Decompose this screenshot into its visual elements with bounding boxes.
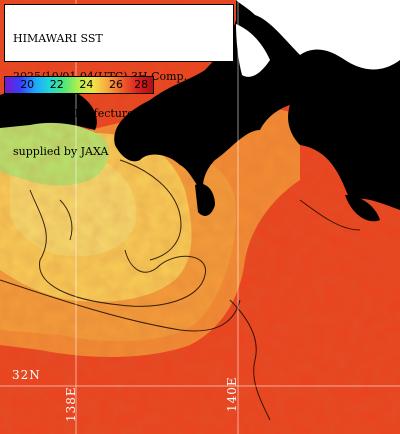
land-kii <box>0 85 97 130</box>
isotherm-contours <box>0 159 361 421</box>
land-white-region <box>236 0 400 70</box>
title-line-4: supplied by JAXA <box>13 144 109 158</box>
lat-label-32n: 32N <box>12 368 41 382</box>
lon-label-138e: 138E <box>64 386 78 422</box>
land-island1 <box>369 129 392 162</box>
land-masses <box>0 0 400 222</box>
land-island2 <box>345 195 380 222</box>
map-title-box: HIMAWARI SST 2025/10/01 04(UTC) 3H Comp.… <box>4 4 234 157</box>
colorbar-label-24: 24 <box>79 78 94 91</box>
lon-label-140e: 140E <box>225 376 239 412</box>
sst-colorbar: 20 22 24 26 28 <box>4 76 154 94</box>
title-line-1: HIMAWARI SST <box>13 32 103 45</box>
colorbar-label-22: 22 <box>49 78 64 91</box>
title-line-3: Kanagawa Prefecture <box>13 107 134 120</box>
colorbar-label-26: 26 <box>109 78 123 91</box>
colorbar-label-20: 20 <box>20 78 35 91</box>
land-main <box>114 0 400 210</box>
land-izu <box>195 183 215 216</box>
colorbar-label-28: 28 <box>134 78 149 91</box>
land-white-region-2 <box>236 24 270 77</box>
